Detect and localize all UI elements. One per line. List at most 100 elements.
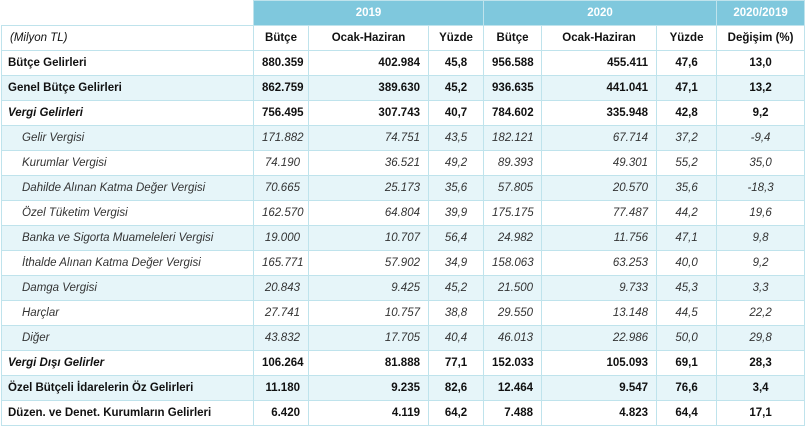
row-label: Dahilde Alınan Katma Değer Vergisi — [1, 175, 254, 201]
cell-percent-2020: 44,2 — [656, 200, 718, 226]
cell-budget-2020: 158.063 — [483, 250, 543, 276]
cell-jan-jun-2019: 64.804 — [308, 200, 429, 226]
cell-budget-2019: 165.771 — [253, 250, 309, 276]
income-tax-row: Gelir Vergisi 171.882 74.751 43,5 182.121 67.… — [1, 125, 805, 151]
row-label: Genel Bütçe Gelirleri — [1, 75, 254, 101]
change-period-header: 2020/2019 — [716, 0, 805, 26]
cell-change-percent: 22,2 — [716, 300, 805, 326]
cell-percent-2019: 77,1 — [427, 350, 485, 376]
cell-budget-2019: 27.741 — [253, 300, 309, 326]
cell-budget-2019: 6.420 — [253, 400, 309, 426]
cell-budget-2019: 106.264 — [253, 350, 309, 376]
column-header-row: (Milyon TL) Bütçe Ocak-Haziran Yüzde Büt… — [1, 25, 805, 51]
cell-percent-2020: 40,0 — [656, 250, 718, 276]
row-label: Damga Vergisi — [1, 275, 254, 301]
row-label: Gelir Vergisi — [1, 125, 254, 151]
row-label: Kurumlar Vergisi — [1, 150, 254, 176]
col-header-budget-2019: Bütçe — [253, 25, 309, 51]
other-row: Diğer 43.832 17.705 40,4 46.013 22.986 50,0 29,… — [1, 325, 805, 351]
row-label: Diğer — [1, 325, 254, 351]
cell-change-percent: 9,2 — [716, 250, 805, 276]
cell-percent-2020: 42,8 — [656, 100, 718, 126]
cell-jan-jun-2020: 9.547 — [541, 375, 658, 401]
cell-budget-2020: 182.121 — [483, 125, 543, 151]
cell-jan-jun-2020: 67.714 — [541, 125, 658, 151]
row-label: Vergi Gelirleri — [1, 100, 254, 126]
cell-budget-2020: 46.013 — [483, 325, 543, 351]
cell-percent-2020: 35,6 — [656, 175, 718, 201]
cell-budget-2019: 862.759 — [253, 75, 309, 101]
special-consumption-tax-row: Özel Tüketim Vergisi 162.570 64.804 39,9 175… — [1, 200, 805, 226]
general-budget-revenues-row: Genel Bütçe Gelirleri 862.759 389.630 45,2 9… — [1, 75, 805, 101]
cell-change-percent: 13,2 — [716, 75, 805, 101]
cell-jan-jun-2020: 13.148 — [541, 300, 658, 326]
cell-percent-2020: 47,1 — [656, 225, 718, 251]
cell-percent-2020: 45,3 — [656, 275, 718, 301]
cell-budget-2019: 756.495 — [253, 100, 309, 126]
row-label: Bütçe Gelirleri — [1, 50, 254, 76]
cell-jan-jun-2019: 57.902 — [308, 250, 429, 276]
tax-revenues-row: Vergi Gelirleri 756.495 307.743 40,7 784.602… — [1, 100, 805, 126]
cell-budget-2020: 175.175 — [483, 200, 543, 226]
cell-change-percent: 17,1 — [716, 400, 805, 426]
cell-percent-2019: 64,2 — [427, 400, 485, 426]
col-header-percent-2019: Yüzde — [427, 25, 485, 51]
col-header-jan-jun-2019: Ocak-Haziran — [308, 25, 429, 51]
cell-change-percent: 3,4 — [716, 375, 805, 401]
cell-jan-jun-2019: 74.751 — [308, 125, 429, 151]
cell-budget-2019: 43.832 — [253, 325, 309, 351]
cell-jan-jun-2020: 22.986 — [541, 325, 658, 351]
cell-budget-2020: 24.982 — [483, 225, 543, 251]
cell-budget-2019: 162.570 — [253, 200, 309, 226]
cell-percent-2019: 45,8 — [427, 50, 485, 76]
unit-label: (Milyon TL) — [1, 25, 254, 51]
col-header-percent-2020: Yüzde — [656, 25, 718, 51]
fees-row: Harçlar 27.741 10.757 38,8 29.550 13.148 44,5 2… — [1, 300, 805, 326]
cell-budget-2019: 74.190 — [253, 150, 309, 176]
cell-percent-2019: 49,2 — [427, 150, 485, 176]
year-header-row: 2019 2020 2020/2019 — [1, 0, 805, 26]
cell-jan-jun-2020: 63.253 — [541, 250, 658, 276]
row-label: İthalde Alınan Katma Değer Vergisi — [1, 250, 254, 276]
cell-budget-2019: 171.882 — [253, 125, 309, 151]
row-label: Harçlar — [1, 300, 254, 326]
banking-insurance-tax-row: Banka ve Sigorta Muameleleri Vergisi 19.0… — [1, 225, 805, 251]
cell-budget-2020: 29.550 — [483, 300, 543, 326]
cell-budget-2020: 956.588 — [483, 50, 543, 76]
cell-jan-jun-2020: 455.411 — [541, 50, 658, 76]
cell-jan-jun-2019: 36.521 — [308, 150, 429, 176]
cell-jan-jun-2019: 17.705 — [308, 325, 429, 351]
non-tax-revenues-row: Vergi Dışı Gelirler 106.264 81.888 77,1 152.… — [1, 350, 805, 376]
cell-change-percent: 9,8 — [716, 225, 805, 251]
special-budget-own-revenues-row: Özel Bütçeli İdarelerin Öz Gelirleri 11.1… — [1, 375, 805, 401]
cell-jan-jun-2019: 10.707 — [308, 225, 429, 251]
cell-jan-jun-2019: 25.173 — [308, 175, 429, 201]
cell-percent-2020: 37,2 — [656, 125, 718, 151]
cell-budget-2020: 7.488 — [483, 400, 543, 426]
cell-budget-2020: 12.464 — [483, 375, 543, 401]
domestic-vat-row: Dahilde Alınan Katma Değer Vergisi 70.665… — [1, 175, 805, 201]
cell-jan-jun-2020: 77.487 — [541, 200, 658, 226]
budget-revenue-table: 2019 2020 2020/2019 (Milyon TL) Bütçe Oc… — [1, 0, 805, 426]
cell-percent-2020: 55,2 — [656, 150, 718, 176]
cell-jan-jun-2019: 81.888 — [308, 350, 429, 376]
row-label: Vergi Dışı Gelirler — [1, 350, 254, 376]
cell-percent-2019: 56,4 — [427, 225, 485, 251]
cell-percent-2020: 47,6 — [656, 50, 718, 76]
cell-percent-2020: 76,6 — [656, 375, 718, 401]
cell-budget-2020: 21.500 — [483, 275, 543, 301]
cell-change-percent: 3,3 — [716, 275, 805, 301]
cell-jan-jun-2020: 49.301 — [541, 150, 658, 176]
cell-percent-2020: 69,1 — [656, 350, 718, 376]
row-label: Düzen. ve Denet. Kurumların Gelirleri — [1, 400, 254, 426]
cell-jan-jun-2020: 20.570 — [541, 175, 658, 201]
cell-budget-2020: 152.033 — [483, 350, 543, 376]
cell-jan-jun-2020: 441.041 — [541, 75, 658, 101]
cell-change-percent: 13,0 — [716, 50, 805, 76]
cell-change-percent: -9,4 — [716, 125, 805, 151]
cell-percent-2020: 44,5 — [656, 300, 718, 326]
cell-jan-jun-2019: 9.235 — [308, 375, 429, 401]
cell-percent-2019: 45,2 — [427, 275, 485, 301]
cell-percent-2019: 39,9 — [427, 200, 485, 226]
cell-change-percent: 9,2 — [716, 100, 805, 126]
